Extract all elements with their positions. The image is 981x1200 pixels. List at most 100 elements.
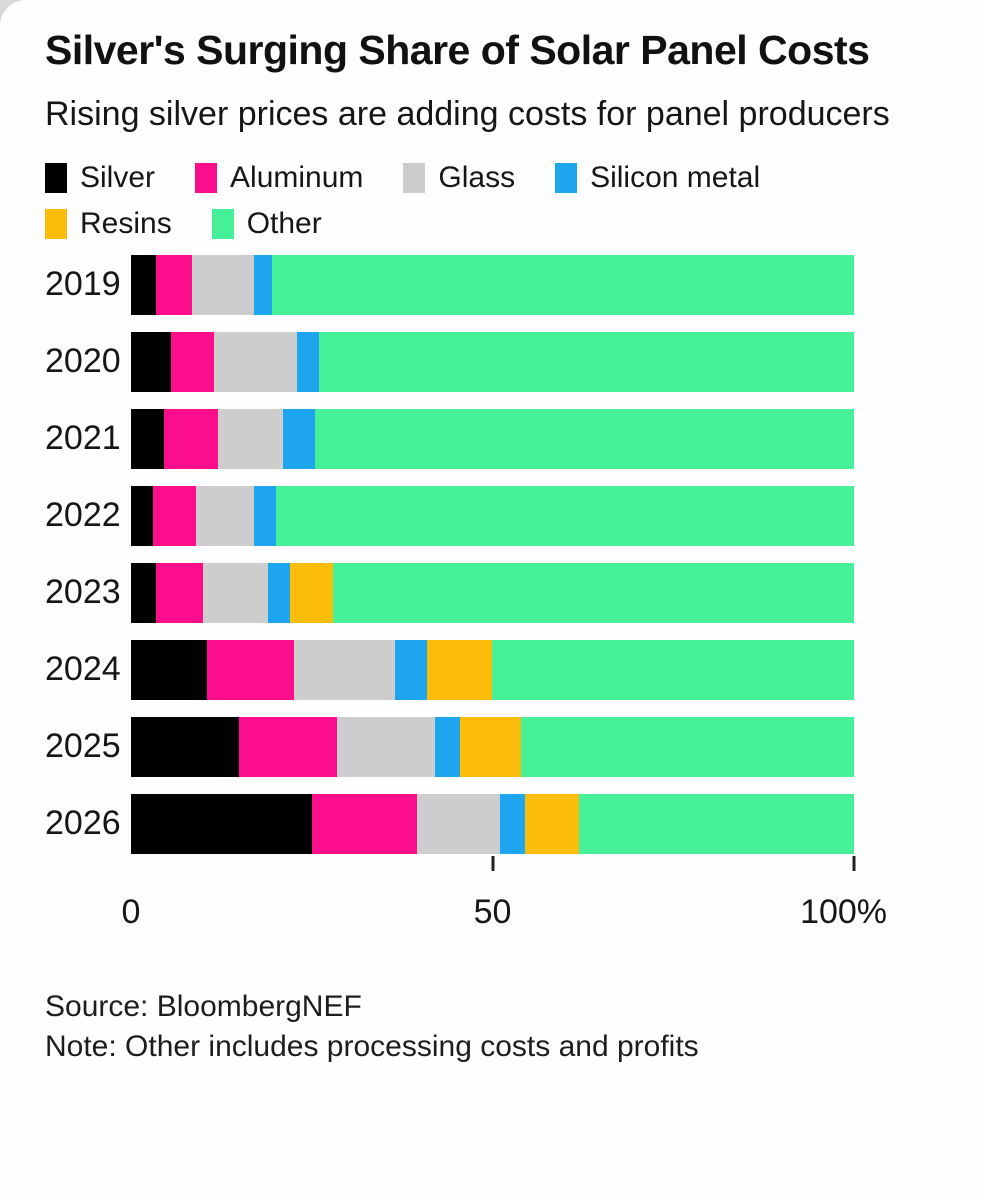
segment-silver [131,562,157,623]
segment-silicon-metal [268,562,291,623]
chart-row-2019: 2019 [45,254,941,315]
legend-row-1: Silver Aluminum Glass Silicon metal [45,159,941,197]
bar-2026 [131,793,854,854]
segment-silicon-metal [499,793,526,854]
segment-other [315,408,854,469]
year-label-2022: 2022 [45,496,121,535]
legend-item-other: Other [211,206,322,241]
chart-subtitle: Rising silver prices are adding costs fo… [45,95,890,134]
footer: Source: BloombergNEF Note: Other include… [45,987,941,1068]
chart-row-2023: 2023 [45,562,941,623]
segment-other [318,331,854,392]
year-label-2026: 2026 [45,804,121,843]
year-label-2020: 2020 [45,342,121,381]
axis-label-0: 0 [121,892,141,931]
legend-item-silicon-metal: Silicon metal [555,161,760,195]
segment-aluminum [311,793,417,854]
legend-item-aluminum: Aluminum [195,161,363,195]
resins-swatch-icon [45,208,67,239]
year-label-2019: 2019 [45,265,121,304]
year-label-2021: 2021 [45,419,121,458]
chart-row-2026: 2026 [45,793,941,854]
segment-silicon-metal [434,716,460,777]
chart-title: Silver's Surging Share of Solar Panel Co… [45,27,870,73]
note-text: Note: Other includes processing costs an… [45,1030,699,1064]
segment-glass [416,793,500,854]
segment-resins [427,639,493,700]
segment-silver [131,793,312,854]
chart-row-2022: 2022 [45,485,941,546]
segment-other [492,639,854,700]
legend-item-glass: Glass [403,161,515,195]
segment-aluminum [156,562,204,623]
bar-2019 [131,254,854,315]
axis-tick-50 [491,855,494,871]
legend-label-aluminum: Aluminum [230,160,364,194]
segment-other [275,485,854,546]
segment-silicon-metal [253,254,272,315]
segment-silver [131,331,171,392]
segment-aluminum [156,254,193,315]
segment-silicon-metal [297,331,319,392]
legend-label-silver: Silver [80,160,156,194]
other-swatch-icon [211,208,234,239]
year-label-2023: 2023 [45,573,121,612]
aluminum-swatch-icon [195,162,218,193]
segment-silver [131,254,157,315]
segment-aluminum [152,485,197,546]
segment-silver [131,408,164,469]
year-label-2025: 2025 [45,727,121,766]
chart-row-2024: 2024 [45,639,941,700]
axis-label-50: 50 [473,892,512,931]
x-axis-labels: 0 50 100% [122,892,888,935]
chart-row-2020: 2020 [45,331,941,392]
segment-glass [192,254,254,315]
bar-2025 [131,716,854,777]
legend-row-2: Resins Other [45,205,941,243]
segment-glass [214,331,298,392]
segment-aluminum [239,716,338,777]
segment-other [521,716,854,777]
chart-row-2021: 2021 [45,408,941,469]
segment-silicon-metal [282,408,316,469]
segment-aluminum [170,331,215,392]
bar-2023 [131,562,854,623]
source-text: Source: BloombergNEF [45,989,362,1023]
bar-2021 [131,408,854,469]
x-axis: 0 50 100% [122,854,888,935]
segment-silicon-metal [253,485,276,546]
segment-other [333,562,854,623]
segment-aluminum [163,408,218,469]
chart-row-2025: 2025 [45,716,941,777]
segment-glass [337,716,435,777]
segment-other [271,254,854,315]
segment-silver [131,639,207,700]
legend-label-silicon-metal: Silicon metal [590,160,761,194]
segment-glass [293,639,395,700]
segment-silver [131,485,153,546]
bar-2022 [131,485,854,546]
glass-swatch-icon [403,162,426,193]
segment-resins [525,793,580,854]
segment-glass [196,485,254,546]
silver-swatch-icon [45,162,67,193]
legend-label-glass: Glass [438,160,516,194]
segment-other [579,793,854,854]
segment-glass [217,408,283,469]
legend-item-silver: Silver [45,161,155,195]
segment-silicon-metal [394,639,428,700]
bar-2020 [131,331,854,392]
segment-silver [131,716,240,777]
legend-item-resins: Resins [45,207,172,241]
x-axis-ticks [131,854,856,871]
legend-label-other: Other [246,206,322,240]
axis-tick-100- [852,855,856,871]
segment-resins [290,562,334,623]
legend-label-resins: Resins [80,206,172,240]
axis-label-100-: 100% [800,892,888,931]
bar-chart: 2019 2020 2021 2022 2023 2024 2025 2026 [45,254,941,854]
segment-aluminum [206,639,294,700]
bar-2024 [131,639,854,700]
segment-resins [459,716,522,777]
